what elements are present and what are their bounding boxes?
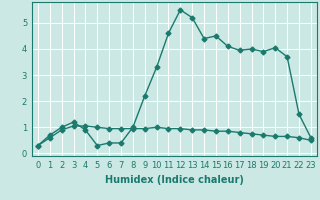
X-axis label: Humidex (Indice chaleur): Humidex (Indice chaleur) <box>105 175 244 185</box>
